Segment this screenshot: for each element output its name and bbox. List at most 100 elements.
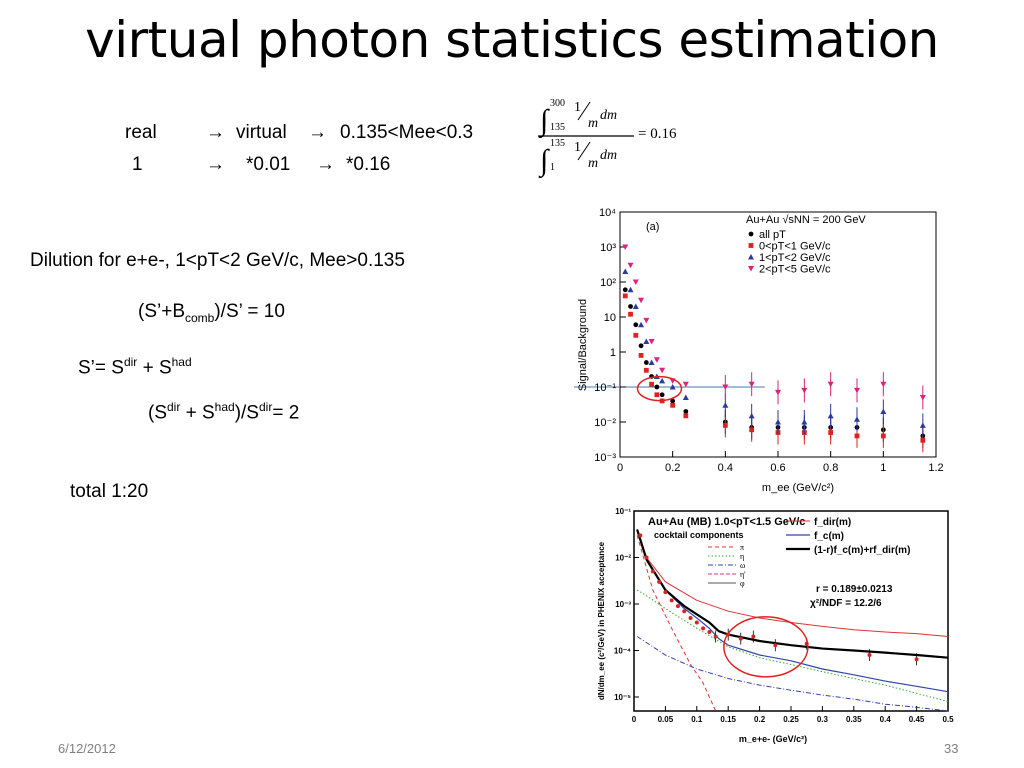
- data-point: [654, 384, 660, 390]
- data-point: [659, 367, 666, 374]
- x-tick-label: 0.2: [754, 715, 766, 724]
- data-point: [775, 419, 781, 425]
- x-tick-label: 0.45: [909, 715, 925, 724]
- y-tick-label: 10⁻¹: [594, 382, 616, 394]
- integral-formula: ∫ ∫ 300 135 1 m dm 135 1 1 m dm = 0.16: [538, 96, 698, 178]
- data-point: [638, 343, 644, 349]
- y-tick-label: 1: [610, 347, 616, 359]
- x-tick-label: 0: [617, 462, 623, 474]
- equation-signal-background: (S’+Bcomb)/S’ = 10: [138, 300, 285, 330]
- y-tick-label: 10⁻⁵: [614, 693, 631, 702]
- data-point: [622, 244, 629, 250]
- data-point: [854, 387, 860, 394]
- legend-label: 1<pT<2 GeV/c: [759, 252, 831, 264]
- eq1-sub: comb: [185, 310, 215, 325]
- data-point: [801, 419, 808, 425]
- lower-limit-1: 135: [550, 122, 565, 133]
- x-tick-label: 0: [632, 715, 637, 724]
- row2-factor1: *0.01: [246, 154, 291, 175]
- cocktail-legend-label: π: [740, 543, 744, 552]
- eq3-sup3: dir: [258, 400, 273, 414]
- row2-one: 1: [132, 154, 143, 175]
- row1-virtual: virtual: [236, 122, 287, 143]
- chi2-result: χ²/NDF = 12.2/6: [810, 598, 882, 609]
- eq2-sup2: had: [171, 355, 192, 369]
- data-point: [649, 381, 654, 387]
- arrow-icon: →: [206, 154, 225, 175]
- data-point: [854, 416, 860, 422]
- x-tick-label: 0.3: [817, 715, 829, 724]
- data-point: [632, 279, 639, 285]
- upper-limit-1: 300: [550, 98, 565, 109]
- eq3-pre: (S: [148, 402, 167, 424]
- svg-text:∫: ∫: [538, 144, 550, 178]
- data-point: [643, 360, 649, 365]
- x-axis-label: m_ee (GeV/c²): [762, 482, 834, 494]
- legend-marker: [748, 254, 754, 260]
- data-point: [713, 634, 718, 639]
- y-tick-label: 10⁻⁴: [614, 647, 631, 656]
- y-tick-label: 10⁻²: [594, 417, 616, 429]
- chart-title: Au+Au (MB) 1.0<pT<1.5 GeV/c: [648, 516, 805, 528]
- data-point: [722, 422, 728, 428]
- arrow-icon: →: [206, 122, 225, 143]
- data-point: [643, 317, 650, 324]
- data-point: [880, 433, 886, 439]
- legend-label: 2<pT<5 GeV/c: [759, 264, 831, 276]
- data-point: [638, 352, 644, 358]
- legend-title: Au+Au √sNN = 200 GeV: [746, 214, 866, 226]
- plot-frame: [633, 510, 949, 712]
- legend-marker: [748, 231, 754, 237]
- data-point: [880, 408, 887, 414]
- eq3-post: = 2: [272, 402, 300, 424]
- data-point: [643, 367, 649, 373]
- x-tick-label: 1: [880, 462, 886, 474]
- data-point: [628, 304, 633, 309]
- data-point: [722, 384, 729, 390]
- legend-label: all pT: [759, 229, 786, 241]
- x-tick-label: 0.4: [718, 462, 733, 474]
- eq3-mid2: )/S: [234, 402, 259, 424]
- x-tick-label: 1.2: [928, 462, 943, 474]
- legend-label: 0<pT<1 GeV/c: [759, 241, 831, 253]
- series-line: [636, 529, 949, 638]
- eq3-sup2: had: [214, 400, 235, 414]
- eq3-sup1: dir: [167, 400, 181, 414]
- data-point: [682, 394, 689, 401]
- data-point: [801, 387, 808, 394]
- data-point: [701, 626, 706, 631]
- m-1: m: [588, 116, 599, 131]
- data-point: [654, 392, 660, 398]
- dm-2: dm: [600, 148, 618, 163]
- data-point: [773, 643, 778, 648]
- cocktail-legend-label: η: [740, 552, 744, 561]
- cocktail-fit-chart: 0 0.05 0.1 0.15 0.2 0.25 0.3 0.35 0.4 0.45 0.5 10⁻⁵…: [588, 506, 958, 744]
- data-point: [919, 422, 926, 428]
- eq2-sup1: dir: [123, 355, 138, 369]
- data-point: [643, 338, 650, 344]
- page-title: virtual photon statistics estimation: [85, 11, 939, 69]
- data-point: [827, 412, 834, 419]
- data-point: [828, 430, 834, 435]
- y-tick-label: 10⁻²: [615, 554, 631, 563]
- total-ratio: total 1:20: [70, 481, 149, 502]
- arrow-icon: →: [316, 154, 335, 175]
- fit-legend-label: (1-r)f_c(m)+rf_dir(m): [814, 545, 910, 556]
- legend-marker: [748, 243, 754, 248]
- x-tick-label: 0.25: [783, 715, 799, 724]
- data-point: [650, 569, 655, 574]
- data-point: [722, 402, 729, 408]
- data-point: [827, 381, 834, 388]
- cocktail-legend-label: η': [740, 570, 746, 579]
- y-tick-label: 10²: [600, 277, 616, 289]
- eq2-mid: + S: [137, 357, 172, 379]
- x-tick-label: 0.8: [823, 462, 838, 474]
- data-point: [707, 629, 712, 634]
- fit-result: r = 0.189±0.0213: [816, 584, 893, 595]
- data-point: [633, 322, 639, 328]
- data-point: [683, 409, 689, 414]
- x-tick-label: 0.2: [665, 462, 680, 474]
- data-point: [628, 311, 633, 317]
- x-tick-label: 0.05: [658, 715, 674, 724]
- svg-text:∫: ∫: [538, 104, 550, 139]
